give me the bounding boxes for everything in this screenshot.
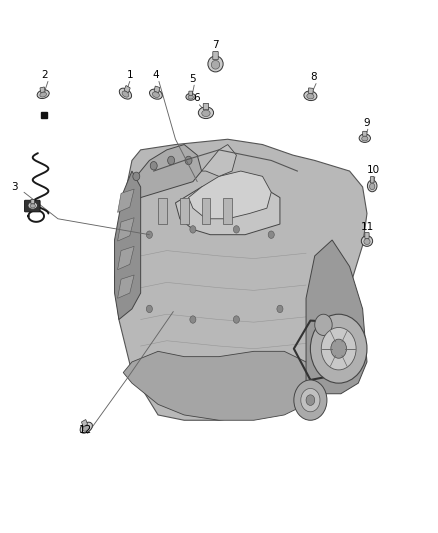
- Circle shape: [294, 380, 327, 420]
- Ellipse shape: [362, 136, 368, 141]
- Circle shape: [321, 327, 356, 370]
- Polygon shape: [176, 182, 280, 235]
- Text: 10: 10: [367, 165, 380, 175]
- Circle shape: [277, 305, 283, 313]
- Polygon shape: [117, 189, 134, 213]
- Ellipse shape: [83, 425, 90, 431]
- Text: 5: 5: [189, 74, 195, 84]
- Ellipse shape: [364, 239, 370, 245]
- Ellipse shape: [30, 204, 35, 208]
- Ellipse shape: [122, 91, 129, 97]
- Text: 2: 2: [42, 70, 48, 80]
- Text: 12: 12: [78, 425, 92, 435]
- FancyBboxPatch shape: [363, 131, 367, 136]
- FancyBboxPatch shape: [25, 200, 40, 212]
- Text: 6: 6: [193, 93, 200, 103]
- Polygon shape: [117, 217, 134, 241]
- Circle shape: [233, 316, 240, 323]
- Ellipse shape: [361, 236, 373, 246]
- Ellipse shape: [370, 183, 375, 190]
- Ellipse shape: [186, 93, 195, 100]
- Ellipse shape: [40, 92, 46, 97]
- FancyBboxPatch shape: [203, 103, 208, 110]
- Text: 4: 4: [152, 70, 159, 80]
- Circle shape: [190, 316, 196, 323]
- Ellipse shape: [149, 89, 162, 99]
- Ellipse shape: [359, 134, 371, 142]
- Circle shape: [331, 339, 346, 358]
- Circle shape: [301, 389, 320, 412]
- Circle shape: [185, 156, 192, 165]
- FancyBboxPatch shape: [40, 87, 45, 93]
- Circle shape: [150, 161, 157, 170]
- Polygon shape: [306, 240, 367, 394]
- Circle shape: [233, 225, 240, 233]
- Ellipse shape: [367, 180, 377, 192]
- Circle shape: [315, 314, 332, 335]
- FancyBboxPatch shape: [213, 52, 218, 60]
- Ellipse shape: [188, 95, 193, 99]
- Ellipse shape: [208, 56, 223, 72]
- Circle shape: [306, 395, 315, 406]
- Text: 7: 7: [212, 40, 219, 50]
- FancyBboxPatch shape: [31, 199, 35, 204]
- Circle shape: [311, 314, 367, 383]
- Text: 11: 11: [360, 222, 374, 232]
- Polygon shape: [117, 275, 134, 298]
- FancyBboxPatch shape: [154, 86, 160, 93]
- Ellipse shape: [37, 90, 49, 99]
- Polygon shape: [201, 144, 237, 176]
- Ellipse shape: [119, 88, 131, 99]
- Text: 9: 9: [364, 118, 370, 127]
- Circle shape: [146, 231, 152, 238]
- Text: 8: 8: [311, 72, 317, 82]
- Polygon shape: [201, 198, 210, 224]
- Polygon shape: [188, 171, 271, 219]
- FancyBboxPatch shape: [370, 176, 374, 183]
- Polygon shape: [115, 139, 367, 420]
- Circle shape: [146, 305, 152, 313]
- Polygon shape: [158, 198, 167, 224]
- Text: 3: 3: [11, 182, 18, 192]
- Circle shape: [190, 225, 196, 233]
- Polygon shape: [117, 246, 134, 270]
- Text: 1: 1: [127, 70, 133, 80]
- Ellipse shape: [304, 91, 317, 101]
- FancyBboxPatch shape: [81, 419, 88, 426]
- Polygon shape: [123, 351, 315, 420]
- Polygon shape: [180, 198, 188, 224]
- Polygon shape: [223, 198, 232, 224]
- Ellipse shape: [80, 422, 92, 433]
- Circle shape: [133, 172, 140, 181]
- Polygon shape: [115, 171, 141, 319]
- FancyBboxPatch shape: [308, 88, 313, 94]
- Ellipse shape: [202, 110, 210, 117]
- FancyBboxPatch shape: [365, 232, 369, 238]
- Ellipse shape: [28, 202, 38, 209]
- FancyBboxPatch shape: [189, 91, 193, 95]
- Polygon shape: [119, 144, 201, 224]
- FancyBboxPatch shape: [124, 86, 130, 93]
- Ellipse shape: [211, 60, 220, 69]
- Circle shape: [168, 156, 175, 165]
- Ellipse shape: [152, 92, 159, 98]
- Ellipse shape: [307, 94, 314, 99]
- Ellipse shape: [198, 107, 214, 118]
- Circle shape: [268, 231, 274, 238]
